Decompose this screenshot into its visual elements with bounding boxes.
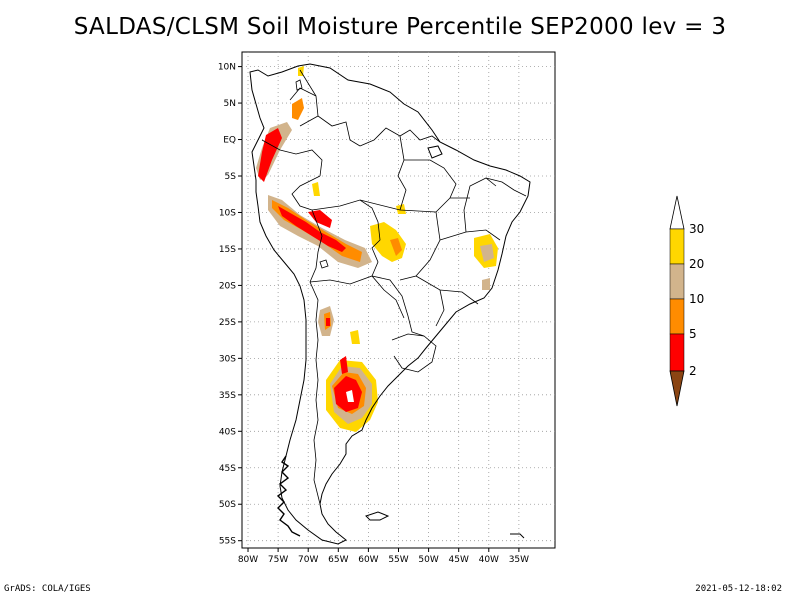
lon-tick-label: 50W	[418, 555, 438, 565]
chile-fjords	[276, 455, 301, 537]
lon-tick-label: 60W	[358, 555, 378, 565]
map-title: SALDAS/CLSM Soil Moisture Percentile SEP…	[73, 14, 727, 40]
lon-tick-label: 35W	[509, 555, 529, 565]
colorbar: 30 20 10 5 2	[669, 195, 704, 407]
shade-red-nw-argentina	[326, 318, 330, 326]
marajo-island	[427, 145, 443, 159]
lat-tick-label: 35S	[219, 391, 236, 401]
lat-tick-label: 25S	[219, 318, 236, 328]
colorbar-label-2: 2	[689, 364, 697, 378]
lat-tick-label: 20S	[219, 281, 236, 291]
south-georgia-fragment	[510, 533, 525, 539]
shade-orange-colombia	[292, 98, 304, 120]
footer-timestamp: 2021-05-12-18:02	[695, 584, 782, 594]
percentile-shading	[256, 66, 498, 432]
lon-tick-label: 45W	[449, 555, 469, 565]
lake-titicaca	[319, 259, 329, 269]
footer-credit: GrADS: COLA/IGES	[4, 584, 91, 594]
lat-tick-label: 45S	[219, 464, 236, 474]
lat-tick-label: 40S	[219, 427, 236, 437]
lake-maracaibo	[295, 79, 303, 91]
shade-yellow-brazil-west	[312, 182, 320, 196]
colorbar-swatch-5-10	[669, 298, 685, 335]
lon-tick-label: 40W	[479, 555, 499, 565]
lat-tick-label: 55S	[219, 537, 236, 547]
shade-red-peru-band	[278, 206, 346, 252]
colorbar-label-20: 20	[689, 257, 704, 271]
lon-tick-label: 70W	[298, 555, 318, 565]
lon-tick-label: 55W	[388, 555, 408, 565]
graticule	[242, 52, 555, 548]
lon-tick-label: 65W	[328, 555, 348, 565]
lat-tick-label: 10N	[218, 63, 236, 73]
lat-tick-label: 5S	[225, 172, 237, 182]
colorbar-swatch-20-30	[669, 228, 685, 265]
shade-white-pampas-spot	[346, 390, 354, 402]
lon-tick-label: 75W	[268, 555, 288, 565]
colorbar-bottom-triangle	[669, 370, 685, 407]
falkland-islands	[365, 511, 390, 521]
colorbar-swatch-2-5	[669, 333, 685, 372]
lat-tick-label: 10S	[219, 208, 236, 218]
shade-yellow-argentina-mid	[350, 330, 360, 344]
country-borders	[261, 69, 527, 505]
lat-tick-label: 15S	[219, 245, 236, 255]
colorbar-label-10: 10	[689, 292, 704, 306]
lat-tick-label: EQ	[223, 136, 236, 146]
colorbar-top-triangle	[669, 195, 685, 230]
shade-tan-bahia-south	[482, 278, 490, 290]
continent-outline	[249, 63, 531, 545]
lat-tick-label: 50S	[219, 500, 236, 510]
shade-tan-bahia	[480, 244, 494, 262]
shade-yellow-brazil-north	[396, 204, 406, 214]
colorbar-label-30: 30	[689, 222, 704, 236]
shade-orange-central-brazil	[390, 238, 402, 256]
lon-tick-label: 80W	[238, 555, 258, 565]
lat-tick-label: 5N	[224, 99, 236, 109]
map-axes: 10N 5N EQ 5S 10S 15S 20S 25S 30S 35S 40S 45S 50S 55S8…	[218, 63, 529, 565]
colorbar-swatch-10-20	[669, 263, 685, 300]
shade-red-ecuador	[258, 128, 282, 182]
colorbar-label-5: 5	[689, 327, 697, 341]
lat-tick-label: 30S	[219, 354, 236, 364]
shade-red-pampas-north	[340, 356, 348, 374]
